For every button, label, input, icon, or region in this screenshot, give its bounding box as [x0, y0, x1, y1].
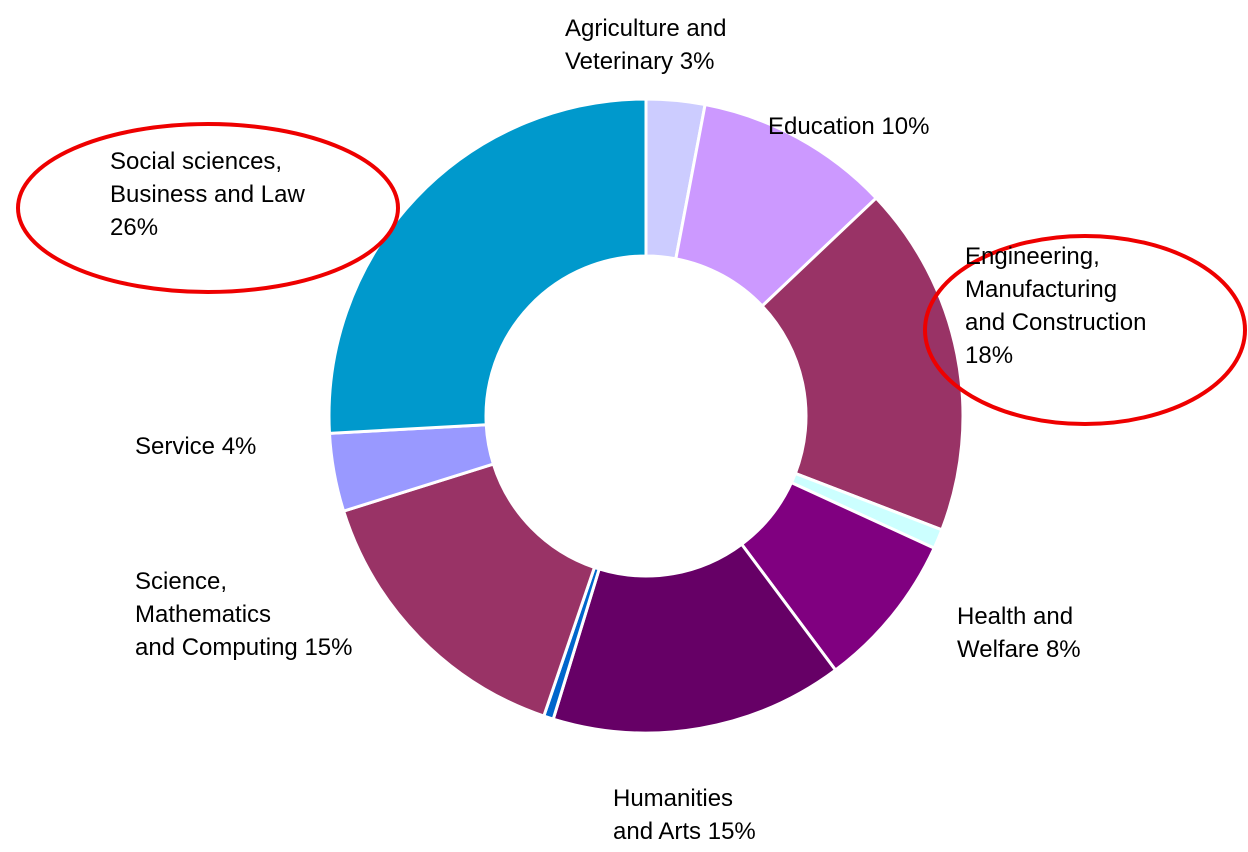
slice-label: Science, Mathematics and Computing 15% [135, 565, 353, 664]
slice [327, 97, 648, 435]
donut [327, 97, 965, 735]
slice-label: Social sciences, Business and Law 26% [110, 145, 305, 244]
category-label: Humanities and Arts [613, 785, 734, 845]
category-label: Science, Mathematics and Computing [135, 568, 298, 661]
slice [341, 462, 597, 718]
category-label: Social sciences, Business and Law [110, 148, 305, 208]
value-label: 4% [221, 433, 257, 460]
slice-label: Health and Welfare 8% [957, 600, 1081, 666]
highlight-ellipse [16, 122, 400, 294]
value-label: 15% [707, 818, 756, 845]
category-label: Service [135, 433, 216, 460]
slice-label: Service 4% [135, 430, 256, 463]
category-label: Engineering, Manufacturing and Construct… [965, 243, 1147, 336]
category-label: Education [768, 113, 875, 140]
value-label: 8% [1045, 636, 1081, 663]
slice-label: Agriculture and Veterinary 3% [565, 12, 726, 78]
slice-label: Education 10% [768, 110, 929, 143]
value-label: 26% [110, 214, 159, 241]
slice [760, 195, 965, 532]
category-label: Agriculture and Veterinary [565, 15, 727, 75]
slice [551, 542, 838, 735]
highlight-ellipse [923, 234, 1247, 426]
value-label: 15% [304, 634, 353, 661]
category-label: Health and Welfare [957, 603, 1074, 663]
value-label: 3% [679, 48, 715, 75]
slice-label: Engineering, Manufacturing and Construct… [965, 240, 1146, 372]
value-label: 10% [881, 113, 930, 140]
value-label: 18% [965, 342, 1014, 369]
slice-label: Humanities and Arts 15% [613, 782, 756, 848]
